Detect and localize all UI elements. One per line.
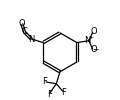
Text: O: O <box>90 45 97 54</box>
Text: F: F <box>61 88 66 97</box>
Text: −: − <box>93 45 99 54</box>
Text: F: F <box>47 90 52 99</box>
Text: C: C <box>21 27 27 36</box>
Text: N: N <box>85 36 91 45</box>
Text: +: + <box>88 36 93 41</box>
Text: N: N <box>28 35 35 44</box>
Text: F: F <box>42 77 47 86</box>
Text: O: O <box>90 27 97 36</box>
Text: O: O <box>18 19 25 28</box>
